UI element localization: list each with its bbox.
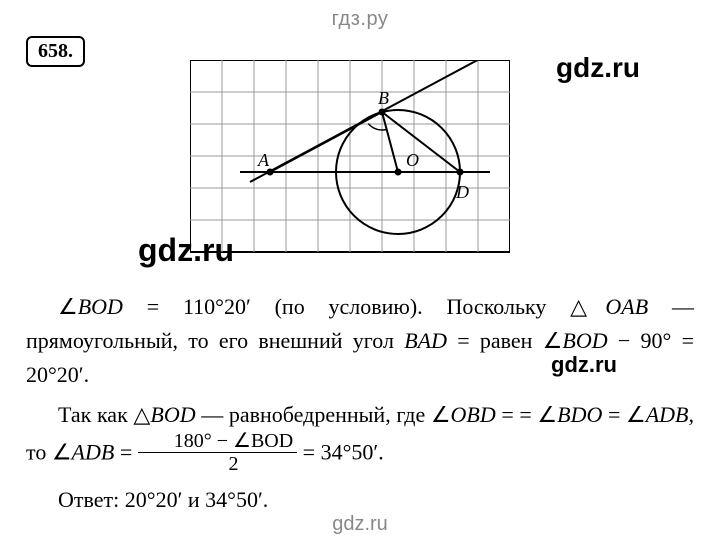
- angle-bad: BAD: [404, 328, 447, 353]
- answer-label: Ответ:: [58, 487, 125, 512]
- angle-adb: ADB: [646, 402, 689, 427]
- watermark-mid-left: gdz.ru: [138, 232, 234, 269]
- text-1g: = равен ∠: [447, 328, 562, 353]
- watermark-top-right: gdz.ru: [556, 52, 640, 84]
- svg-text:A: A: [257, 150, 270, 170]
- angle-symbol: ∠: [58, 294, 78, 319]
- geometry-diagram: A B O D: [190, 60, 510, 272]
- svg-text:B: B: [378, 88, 389, 108]
- text-2c: — равнобедренный, где ∠: [196, 402, 451, 427]
- triangle-bod: BOD: [150, 402, 195, 427]
- answer-value: 20°20′ и 34°50′.: [125, 487, 269, 512]
- text-2l: = 34°50′.: [297, 440, 384, 465]
- svg-text:D: D: [455, 182, 469, 202]
- solution-paragraph-2: Так как △BOD — равнобедренный, где ∠OBD …: [26, 398, 694, 477]
- footer-site-logo: gdz.ru: [332, 513, 388, 536]
- angle-bod: BOD: [78, 294, 123, 319]
- problem-number-box: 658.: [26, 36, 85, 67]
- text-1c: = 110°20′ (по условию). Поскольку △: [123, 294, 605, 319]
- angle-bdo: BDO: [557, 402, 602, 427]
- triangle-oab: OAB: [605, 294, 648, 319]
- text-2a: Так как △: [58, 402, 150, 427]
- text-2k: =: [114, 440, 137, 465]
- fraction: 180° − ∠BOD2: [138, 430, 297, 475]
- fraction-numerator: 180° − ∠BOD: [138, 430, 297, 453]
- solution-text: ∠BOD = 110°20′ (по условию). Поскольку △…: [26, 290, 694, 523]
- svg-text:O: O: [406, 150, 419, 170]
- text-2g: = ∠: [602, 402, 645, 427]
- angle-obd: OBD: [451, 402, 496, 427]
- fraction-denominator: 2: [138, 453, 297, 475]
- header-site-logo: гдз.ру: [332, 8, 389, 31]
- watermark-mid-right: gdz.ru: [551, 348, 617, 382]
- angle-adb2: ADB: [72, 440, 115, 465]
- text-2e: = = ∠: [496, 402, 557, 427]
